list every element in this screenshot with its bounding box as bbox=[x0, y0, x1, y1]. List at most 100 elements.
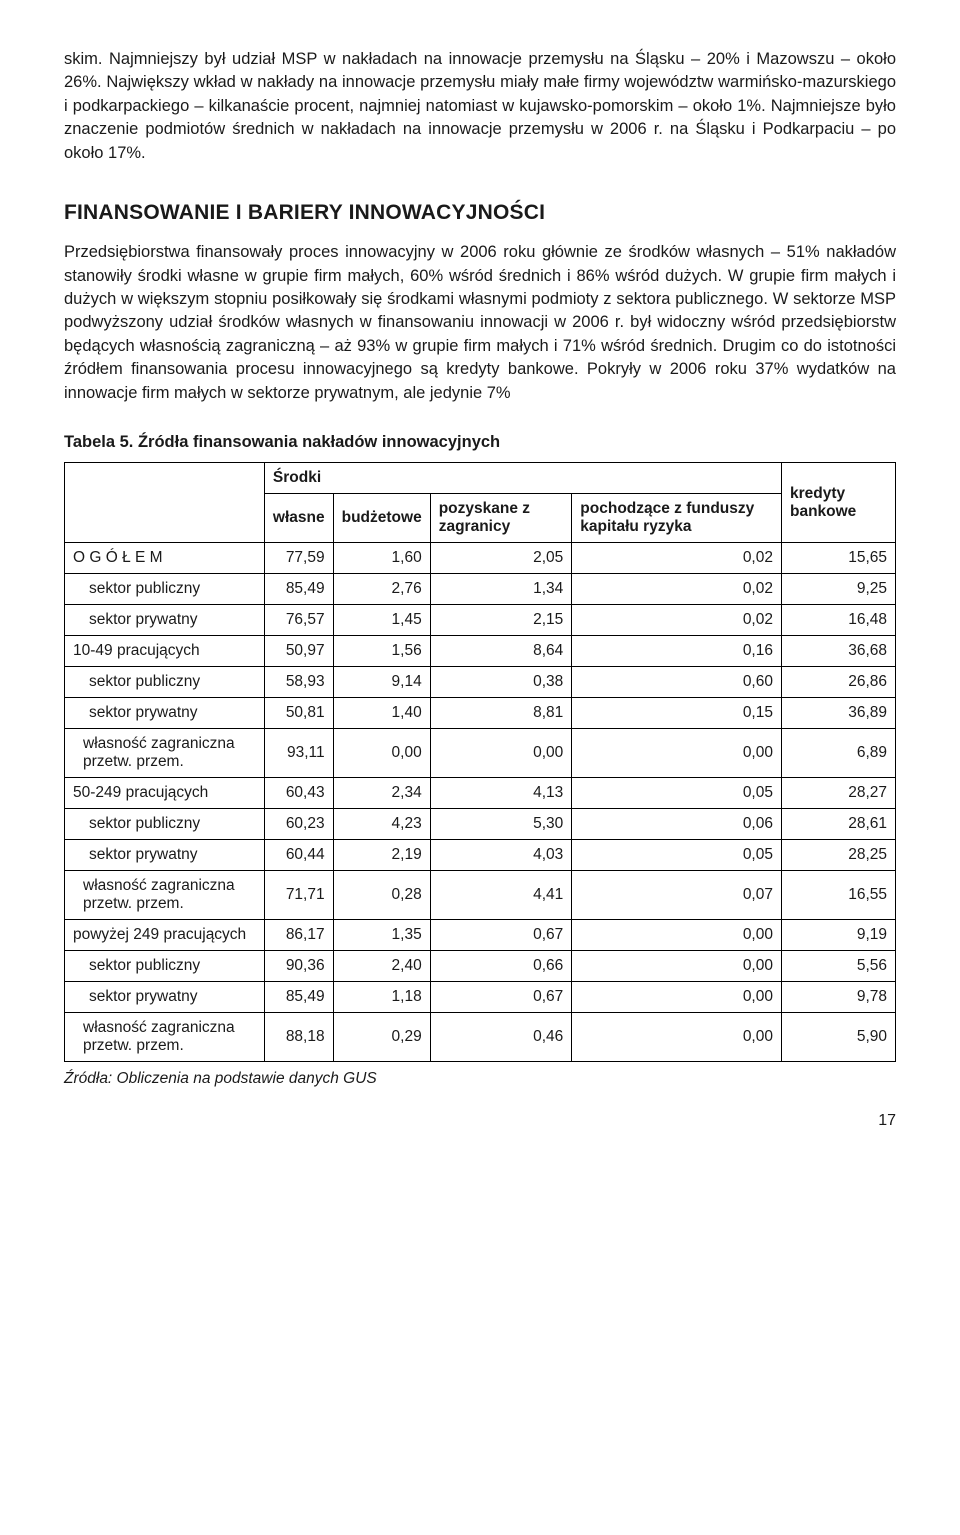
cell-value: 8,81 bbox=[430, 698, 572, 729]
cell-value: 0,28 bbox=[333, 871, 430, 920]
row-label: O G Ó Ł E M bbox=[65, 543, 265, 574]
row-label: sektor prywatny bbox=[65, 840, 265, 871]
cell-value: 1,18 bbox=[333, 982, 430, 1013]
table-row: własność zagraniczna przetw. przem.88,18… bbox=[65, 1013, 896, 1062]
cell-value: 1,34 bbox=[430, 574, 572, 605]
table-row: 50-249 pracujących60,432,344,130,0528,27 bbox=[65, 778, 896, 809]
cell-value: 0,67 bbox=[430, 920, 572, 951]
table-row: 10-49 pracujących50,971,568,640,1636,68 bbox=[65, 636, 896, 667]
table-row: sektor prywatny76,571,452,150,0216,48 bbox=[65, 605, 896, 636]
cell-value: 85,49 bbox=[264, 982, 333, 1013]
table-row: sektor prywatny50,811,408,810,1536,89 bbox=[65, 698, 896, 729]
cell-value: 0,02 bbox=[572, 543, 782, 574]
table-row: sektor publiczny60,234,235,300,0628,61 bbox=[65, 809, 896, 840]
cell-value: 9,14 bbox=[333, 667, 430, 698]
cell-value: 60,44 bbox=[264, 840, 333, 871]
cell-value: 2,34 bbox=[333, 778, 430, 809]
cell-value: 0,00 bbox=[572, 951, 782, 982]
cell-value: 93,11 bbox=[264, 729, 333, 778]
row-label: sektor prywatny bbox=[65, 698, 265, 729]
cell-value: 1,60 bbox=[333, 543, 430, 574]
cell-value: 5,30 bbox=[430, 809, 572, 840]
cell-value: 0,00 bbox=[572, 982, 782, 1013]
cell-value: 88,18 bbox=[264, 1013, 333, 1062]
cell-value: 2,05 bbox=[430, 543, 572, 574]
cell-value: 86,17 bbox=[264, 920, 333, 951]
table-corner-blank bbox=[65, 463, 265, 543]
cell-value: 0,38 bbox=[430, 667, 572, 698]
col-header-wlasne: własne bbox=[264, 494, 333, 543]
cell-value: 0,02 bbox=[572, 605, 782, 636]
col-header-kredyty: kredyty bankowe bbox=[781, 463, 895, 543]
cell-value: 0,07 bbox=[572, 871, 782, 920]
cell-value: 4,41 bbox=[430, 871, 572, 920]
cell-value: 0,00 bbox=[572, 729, 782, 778]
row-label: własność zagraniczna przetw. przem. bbox=[65, 871, 265, 920]
cell-value: 36,89 bbox=[781, 698, 895, 729]
cell-value: 0,29 bbox=[333, 1013, 430, 1062]
table-title: Tabela 5. Źródła finansowania nakładów i… bbox=[64, 433, 896, 452]
cell-value: 0,16 bbox=[572, 636, 782, 667]
cell-value: 36,68 bbox=[781, 636, 895, 667]
cell-value: 28,25 bbox=[781, 840, 895, 871]
intro-paragraph-2: Przedsiębiorstwa finansowały proces inno… bbox=[64, 241, 896, 405]
cell-value: 0,00 bbox=[333, 729, 430, 778]
cell-value: 0,05 bbox=[572, 840, 782, 871]
table-row: sektor prywatny60,442,194,030,0528,25 bbox=[65, 840, 896, 871]
row-label: sektor prywatny bbox=[65, 605, 265, 636]
table-row: O G Ó Ł E M77,591,602,050,0215,65 bbox=[65, 543, 896, 574]
row-label: sektor publiczny bbox=[65, 809, 265, 840]
col-header-fundusze: pochodzące z funduszy kapitału ryzyka bbox=[572, 494, 782, 543]
funding-sources-table: Środki kredyty bankowe własne budżetowe … bbox=[64, 462, 896, 1062]
cell-value: 0,05 bbox=[572, 778, 782, 809]
cell-value: 6,89 bbox=[781, 729, 895, 778]
cell-value: 28,61 bbox=[781, 809, 895, 840]
cell-value: 5,90 bbox=[781, 1013, 895, 1062]
cell-value: 9,25 bbox=[781, 574, 895, 605]
cell-value: 60,23 bbox=[264, 809, 333, 840]
cell-value: 85,49 bbox=[264, 574, 333, 605]
cell-value: 0,00 bbox=[572, 1013, 782, 1062]
table-row: własność zagraniczna przetw. przem.93,11… bbox=[65, 729, 896, 778]
table-row: sektor publiczny90,362,400,660,005,56 bbox=[65, 951, 896, 982]
cell-value: 60,43 bbox=[264, 778, 333, 809]
col-header-budzetowe: budżetowe bbox=[333, 494, 430, 543]
cell-value: 0,67 bbox=[430, 982, 572, 1013]
cell-value: 58,93 bbox=[264, 667, 333, 698]
table-row: sektor publiczny85,492,761,340,029,25 bbox=[65, 574, 896, 605]
cell-value: 9,78 bbox=[781, 982, 895, 1013]
cell-value: 0,00 bbox=[572, 920, 782, 951]
table-group-header: Środki bbox=[264, 463, 781, 494]
row-label: sektor publiczny bbox=[65, 574, 265, 605]
cell-value: 76,57 bbox=[264, 605, 333, 636]
cell-value: 28,27 bbox=[781, 778, 895, 809]
cell-value: 0,15 bbox=[572, 698, 782, 729]
cell-value: 0,66 bbox=[430, 951, 572, 982]
row-label: sektor publiczny bbox=[65, 951, 265, 982]
table-row: sektor prywatny85,491,180,670,009,78 bbox=[65, 982, 896, 1013]
cell-value: 1,56 bbox=[333, 636, 430, 667]
table-body: O G Ó Ł E M77,591,602,050,0215,65sektor … bbox=[65, 543, 896, 1062]
cell-value: 0,02 bbox=[572, 574, 782, 605]
col-header-zagranicy: pozyskane z zagranicy bbox=[430, 494, 572, 543]
cell-value: 0,00 bbox=[430, 729, 572, 778]
cell-value: 4,03 bbox=[430, 840, 572, 871]
cell-value: 2,76 bbox=[333, 574, 430, 605]
row-label: 50-249 pracujących bbox=[65, 778, 265, 809]
cell-value: 8,64 bbox=[430, 636, 572, 667]
cell-value: 15,65 bbox=[781, 543, 895, 574]
cell-value: 2,19 bbox=[333, 840, 430, 871]
section-heading: FINANSOWANIE I BARIERY INNOWACYJNOŚCI bbox=[64, 201, 896, 225]
cell-value: 9,19 bbox=[781, 920, 895, 951]
row-label: sektor publiczny bbox=[65, 667, 265, 698]
table-row: własność zagraniczna przetw. przem.71,71… bbox=[65, 871, 896, 920]
row-label: własność zagraniczna przetw. przem. bbox=[65, 1013, 265, 1062]
cell-value: 4,23 bbox=[333, 809, 430, 840]
cell-value: 0,60 bbox=[572, 667, 782, 698]
cell-value: 5,56 bbox=[781, 951, 895, 982]
cell-value: 16,55 bbox=[781, 871, 895, 920]
cell-value: 4,13 bbox=[430, 778, 572, 809]
cell-value: 71,71 bbox=[264, 871, 333, 920]
cell-value: 1,40 bbox=[333, 698, 430, 729]
cell-value: 16,48 bbox=[781, 605, 895, 636]
